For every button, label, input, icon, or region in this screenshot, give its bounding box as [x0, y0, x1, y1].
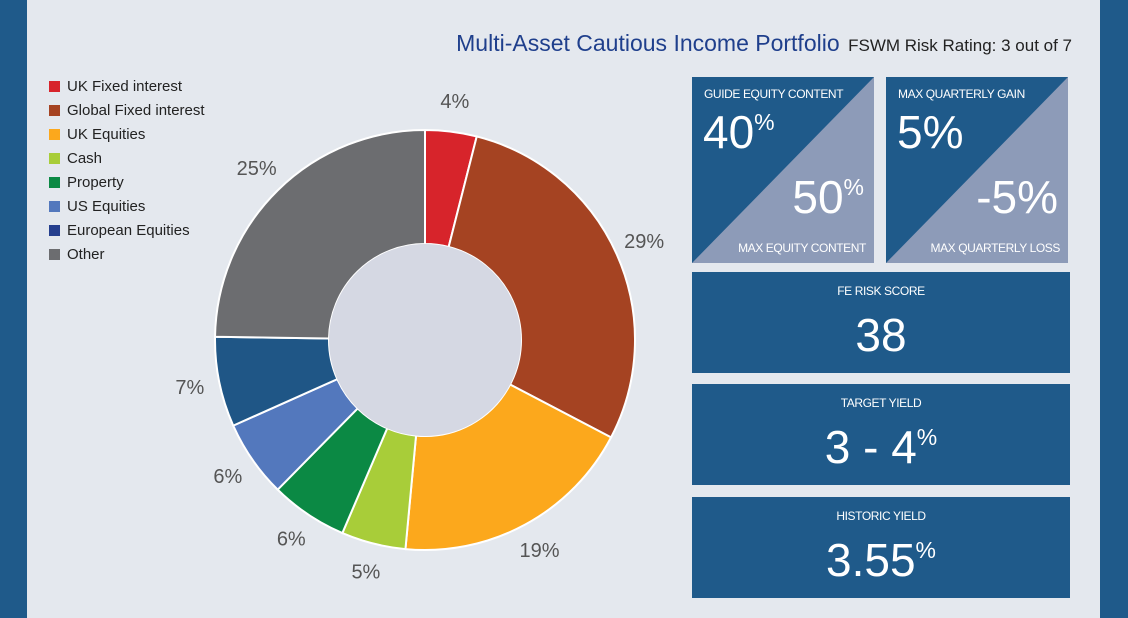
max-quarterly-gain-value: 5%	[897, 106, 964, 158]
historic-yield-value: 3.55%	[692, 537, 1070, 583]
historic-yield-unit: %	[915, 537, 936, 563]
legend-item: Global Fixed interest	[49, 98, 205, 122]
legend-swatch	[49, 248, 60, 260]
legend-swatch	[49, 176, 60, 188]
max-equity-value: 50%	[792, 174, 864, 220]
page-title: Multi-Asset Cautious Income Portfolio	[456, 30, 840, 56]
chart-legend: UK Fixed interest Global Fixed interest UK…	[49, 74, 205, 266]
legend-label: Global Fixed interest	[67, 101, 205, 119]
max-quarterly-loss-value: -5%	[976, 171, 1058, 223]
equity-box-triangle	[692, 77, 874, 263]
slice-percent-label: 19%	[520, 540, 560, 562]
historic-yield-number: 3.55	[826, 534, 916, 586]
guide-equity-value: 40%	[703, 109, 775, 155]
fe-risk-score-box: FE RISK SCORE 38	[692, 272, 1070, 373]
slice-percent-label: 7%	[175, 377, 204, 399]
fe-risk-score-label: FE RISK SCORE	[837, 284, 925, 298]
legend-label: UK Equities	[67, 125, 146, 143]
legend-label: Property	[67, 173, 124, 191]
legend-swatch	[49, 224, 60, 236]
legend-swatch	[49, 200, 60, 212]
slice-percent-label: 5%	[351, 562, 380, 584]
legend-label: Other	[67, 245, 105, 263]
max-quarterly-gain-label: MAX QUARTERLY GAIN	[898, 87, 1025, 101]
equity-content-box: GUIDE EQUITY CONTENT 40% 50% MAX EQUITY …	[692, 77, 874, 263]
historic-yield-label: HISTORIC YIELD	[836, 509, 926, 523]
slice-percent-label: 29%	[624, 231, 664, 253]
guide-equity-label: GUIDE EQUITY CONTENT	[704, 87, 844, 101]
target-yield-box: TARGET YIELD 3 - 4%	[692, 384, 1070, 485]
legend-label: Cash	[67, 149, 103, 167]
legend-label: European Equities	[67, 221, 190, 239]
guide-equity-number: 40	[703, 106, 755, 158]
legend-label: UK Fixed interest	[67, 77, 183, 95]
max-equity-unit: %	[843, 174, 864, 200]
legend-swatch	[49, 104, 60, 116]
legend-item: UK Fixed interest	[49, 74, 205, 98]
slice-percent-label: 6%	[277, 528, 306, 550]
legend-item: US Equities	[49, 194, 205, 218]
quarterly-gain-loss-box: MAX QUARTERLY GAIN 5% -5% MAX QUARTERLY …	[886, 77, 1068, 263]
legend-item: Property	[49, 170, 205, 194]
legend-label: US Equities	[67, 197, 146, 215]
historic-yield-box: HISTORIC YIELD 3.55%	[692, 497, 1070, 598]
guide-equity-unit: %	[754, 109, 775, 135]
legend-swatch	[49, 152, 60, 164]
fe-risk-score-value: 38	[855, 309, 907, 361]
legend-swatch	[49, 128, 60, 140]
legend-swatch	[49, 80, 60, 92]
max-equity-label: MAX EQUITY CONTENT	[738, 241, 866, 255]
risk-rating-subtitle: FSWM Risk Rating: 3 out of 7	[848, 36, 1072, 55]
quarterly-box-triangle	[886, 77, 1068, 263]
donut-hole	[329, 244, 521, 436]
slice-percent-label: 6%	[213, 466, 242, 488]
legend-item: UK Equities	[49, 122, 205, 146]
slice-percent-label: 4%	[440, 91, 469, 113]
target-yield-number: 3 - 4	[824, 421, 917, 473]
target-yield-label: TARGET YIELD	[840, 396, 922, 410]
target-yield-unit: %	[916, 424, 938, 450]
legend-item: Cash	[49, 146, 205, 170]
max-equity-number: 50	[792, 171, 844, 223]
max-quarterly-loss-label: MAX QUARTERLY LOSS	[930, 241, 1060, 255]
slice-percent-label: 25%	[237, 158, 277, 180]
title-row: Multi-Asset Cautious Income Portfolio FS…	[456, 30, 1072, 57]
legend-item: Other	[49, 242, 205, 266]
allocation-donut-chart: 4% 29% 19% 5% 6% 6% 7% 25%	[175, 91, 664, 584]
dashboard-panel: Multi-Asset Cautious Income Portfolio FS…	[27, 0, 1100, 618]
target-yield-value: 3 - 4%	[692, 424, 1070, 470]
legend-item: European Equities	[49, 218, 205, 242]
